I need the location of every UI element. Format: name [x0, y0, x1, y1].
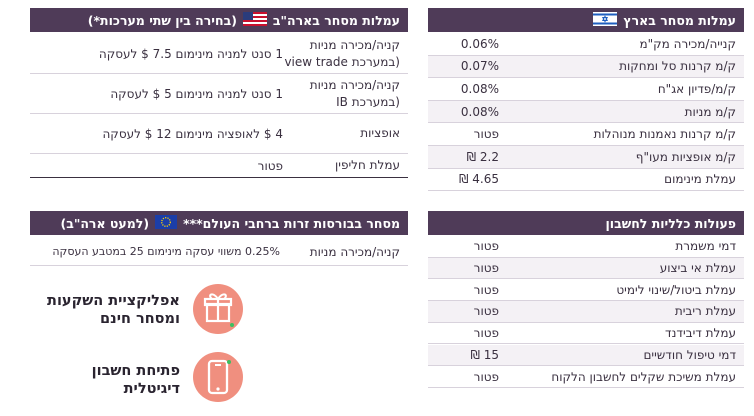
general-row-value: פטור	[473, 304, 499, 319]
general-row-label: עמלת משיכת שקלים לחשבון הלקוח	[551, 369, 736, 384]
usa-row-label-line1: קניה/מכירה מניות	[309, 37, 400, 52]
usa-row-label: אופציות	[360, 125, 400, 142]
israel-fees-title: עמלות מסחר בארץ	[623, 12, 736, 28]
israel-row: ק/מ קרנות סל ומחקות 0.07%	[428, 55, 744, 79]
usa-row: אופציות 4 $ לאופציה מינימום 12 $ לעסקה	[30, 114, 408, 154]
general-row-label: עמלת אי ביצוע	[659, 261, 736, 276]
israel-row-label: ק/מ קרנות סל ומחקות	[619, 59, 736, 74]
israel-row-label: ק/מ קרנות נאמנות מנוהלות	[593, 127, 736, 142]
israel-row: ק/מ קרנות נאמנות מנוהלות פטור	[428, 123, 744, 146]
general-row: עמלת משיכת שקלים לחשבון הלקוח פטור	[428, 366, 744, 388]
israel-row: ק/מ/פדיון אג"ח 0.08%	[428, 78, 744, 101]
usa-row-label-line2: (במערכת view trade	[284, 54, 400, 69]
promo-digital-line1: פתיחת חשבון	[91, 363, 180, 379]
general-row: דמי משמרת פטור	[428, 236, 744, 258]
israel-flag-icon	[593, 11, 618, 29]
world-fees-note: (למעט ארה"ב)	[60, 215, 150, 231]
israel-row: ק/מ אופציות מעו"ף 2.2 ₪	[428, 146, 744, 169]
usa-row-value: 1 סנט למניה מינימום 7.5 $ לעסקה	[98, 46, 283, 61]
usa-row-value: פטור	[257, 158, 283, 173]
general-row: עמלת ביטול/שינוי לימיט פטור	[428, 279, 744, 302]
israel-row-value: פטור	[473, 127, 499, 142]
israel-row-value: 4.65 ₪	[459, 172, 499, 187]
usa-row: קניה/מכירה מניות (במערכת IB 1 סנט למניה מי…	[30, 74, 408, 114]
usa-row-label-line2: (במערכת IB	[336, 94, 400, 109]
general-row-label: דמי טיפול חודשיים	[643, 347, 736, 362]
promo-app: אפליקציית השקעות ומסחר חינם	[30, 292, 180, 328]
smartphone-icon	[193, 352, 243, 402]
world-row: קניה/מכירה מניות 0.25% משווי עסקה מינימו…	[30, 238, 408, 266]
usa-row-label-line1: אופציות	[360, 126, 400, 140]
israel-row-label: עמלת מינימום	[664, 172, 736, 187]
world-row-value: 0.25% משווי עסקה מינימום 25 במטבע העסקה	[52, 245, 280, 258]
israel-row: ק/מ מניות 0.08%	[428, 100, 744, 124]
general-fees-header: פעולות כלליות לחשבון	[428, 211, 744, 235]
usa-row-value: 4 $ לאופציה מינימום 12 $ לעסקה	[102, 126, 283, 141]
world-fees-header: מסחר בבורסות זרות ברחבי העולם*** (למעט א…	[30, 211, 408, 235]
israel-fees-header: עמלות מסחר בארץ	[428, 8, 744, 32]
general-row-value: פטור	[473, 326, 499, 341]
usa-fees-note: (בחירה בין שתי מערכות*)	[87, 12, 237, 28]
general-row-value: פטור	[473, 369, 499, 384]
usa-fees-title: עמלות מסחר בארה"ב	[272, 12, 400, 28]
eu-flag-icon	[155, 214, 178, 232]
israel-row-label: ק/מ מניות	[684, 104, 736, 119]
promo-digital-line2: דיגיטלית	[123, 381, 180, 397]
usa-row-label-line1: קניה/מכירה מניות	[309, 77, 400, 92]
usa-row: עמלת חליפין פטור	[30, 154, 408, 178]
israel-row: קנייה/מכירה מק"מ 0.06%	[428, 33, 744, 56]
general-fees-title: פעולות כלליות לחשבון	[605, 215, 736, 231]
world-fees-title: מסחר בבורסות זרות ברחבי העולם***	[183, 215, 400, 231]
general-row-value: פטור	[473, 261, 499, 276]
general-row-value: פטור	[473, 239, 499, 254]
general-row-label: דמי משמרת	[675, 239, 736, 254]
gift-icon	[193, 284, 243, 334]
general-row: עמלת אי ביצוע פטור	[428, 257, 744, 280]
general-row: עמלת דיבידנד פטור	[428, 323, 744, 345]
usa-row-label: קניה/מכירה מניות (במערכת view trade	[284, 37, 400, 71]
israel-row-value: 0.06%	[460, 36, 499, 51]
usa-row-label: קניה/מכירה מניות (במערכת IB	[310, 77, 400, 111]
israel-row-value: 0.08%	[460, 81, 499, 96]
promo-digital-account: פתיחת חשבון דיגיטלית	[30, 362, 180, 398]
israel-row: עמלת מינימום 4.65 ₪	[428, 169, 744, 192]
general-row: עמלת ריבית פטור	[428, 301, 744, 323]
israel-row-value: 2.2 ₪	[466, 149, 499, 164]
usa-row-label: עמלת חליפין	[335, 157, 400, 174]
general-row-label: עמלת דיבידנד	[665, 326, 736, 341]
usa-row-label-line1: עמלת חליפין	[335, 158, 400, 172]
promo-app-line1: אפליקציית השקעות	[47, 293, 180, 309]
israel-row-value: 0.08%	[460, 104, 499, 119]
world-row-label: קניה/מכירה מניות	[309, 244, 400, 259]
promo-app-line2: ומסחר חינם	[100, 311, 180, 327]
usa-row: קניה/מכירה מניות (במערכת view trade 1 סנט …	[30, 34, 408, 74]
israel-row-label: ק/מ אופציות מעו"ף	[635, 149, 736, 164]
usa-fees-header: עמלות מסחר בארה"ב (בחירה בין שתי מערכות*…	[30, 8, 408, 32]
israel-row-label: קנייה/מכירה מק"מ	[639, 36, 736, 51]
usa-flag-icon	[242, 11, 267, 29]
israel-row-label: ק/מ/פדיון אג"ח	[657, 81, 736, 96]
general-row: דמי טיפול חודשיים 15 ₪	[428, 344, 744, 367]
usa-row-value: 1 סנט למניה מינימום 5 $ לעסקה	[110, 86, 283, 101]
general-row-label: עמלת ביטול/שינוי לימיט	[616, 282, 736, 297]
general-row-value: 15 ₪	[470, 347, 499, 362]
general-row-value: פטור	[473, 282, 499, 297]
israel-row-value: 0.07%	[460, 59, 499, 74]
general-row-label: עמלת ריבית	[674, 304, 736, 319]
